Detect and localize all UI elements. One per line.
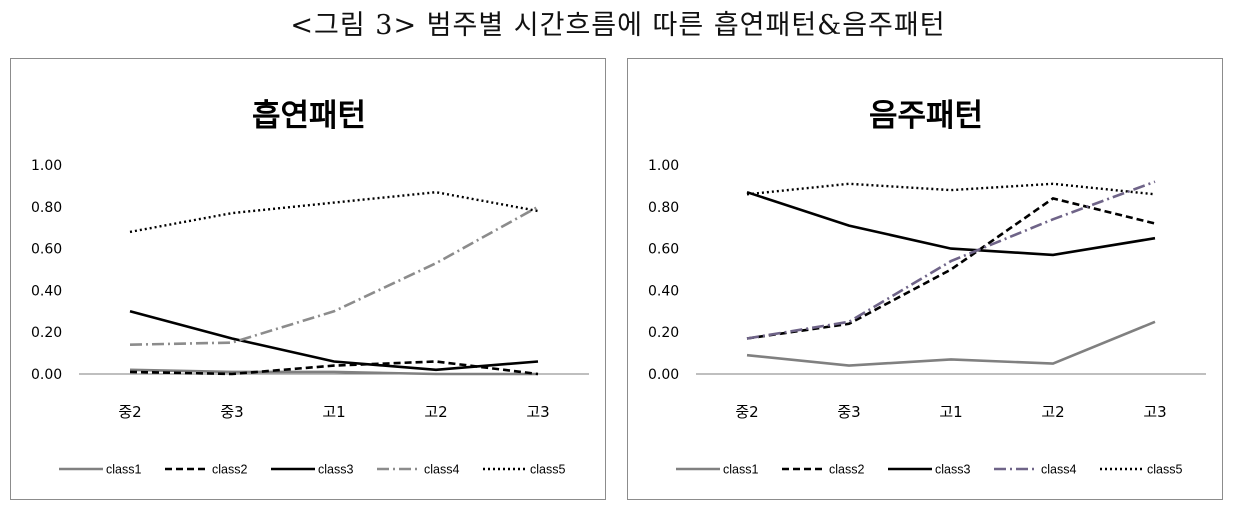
series-line-class3 bbox=[129, 310, 539, 372]
y-tick-label: 0.40 bbox=[31, 283, 62, 299]
chart-svg: 음주패턴 0.00 0.20 0.40 0.60 0.80 1.00 중2 중3 고1 고2 고3 cl… bbox=[648, 98, 1206, 477]
series-line-class4 bbox=[129, 205, 539, 346]
x-tick-label: 고2 bbox=[1041, 403, 1064, 421]
legend-label-class3: class3 bbox=[318, 463, 353, 477]
y-tick-label: 0.60 bbox=[648, 242, 679, 258]
x-tick-label: 고1 bbox=[322, 403, 345, 421]
y-tick-label: 1.00 bbox=[31, 158, 62, 174]
y-tick-label: 0.00 bbox=[648, 367, 679, 383]
chart-svg: 흡연패턴 0.00 0.20 0.40 0.60 0.80 1.00 중2 중3 고1 고2 고3 cl… bbox=[31, 98, 589, 477]
drinking-pattern-chart: 음주패턴 0.00 0.20 0.40 0.60 0.80 1.00 중2 중3 고1 고2 고3 cl… bbox=[627, 58, 1223, 500]
x-tick-label: 중3 bbox=[837, 403, 860, 421]
series-line-class2 bbox=[746, 196, 1156, 340]
legend-label-class1: class1 bbox=[723, 463, 758, 477]
legend-label-class3: class3 bbox=[935, 463, 970, 477]
legend-label-class4: class4 bbox=[424, 463, 459, 477]
legend-label-class5: class5 bbox=[1147, 463, 1182, 477]
series-line-class5 bbox=[129, 190, 539, 234]
x-tick-label: 고3 bbox=[1143, 403, 1166, 421]
x-tick-label: 중2 bbox=[118, 403, 141, 421]
x-tick-label: 중3 bbox=[220, 403, 243, 421]
legend-label-class5: class5 bbox=[530, 463, 565, 477]
series-line-class2 bbox=[129, 360, 539, 376]
y-tick-label: 0.40 bbox=[648, 283, 679, 299]
chart-title: 흡연패턴 bbox=[252, 98, 366, 134]
series-line-class5 bbox=[746, 182, 1156, 196]
y-tick-label: 1.00 bbox=[648, 158, 679, 174]
figure-title: <그림 3> 범주별 시간흐름에 따른 흡연패턴&음주패턴 bbox=[290, 10, 946, 41]
series-line-class1 bbox=[129, 368, 538, 376]
legend-label-class4: class4 bbox=[1041, 463, 1076, 477]
y-tick-label: 0.00 bbox=[31, 367, 62, 383]
x-tick-label: 고2 bbox=[424, 403, 447, 421]
chart-title: 음주패턴 bbox=[869, 98, 983, 134]
legend-label-class2: class2 bbox=[829, 463, 864, 477]
x-tick-label: 중2 bbox=[735, 403, 758, 421]
legend-label-class2: class2 bbox=[212, 463, 247, 477]
x-tick-label: 고1 bbox=[939, 403, 962, 421]
series-line-class3 bbox=[746, 190, 1156, 257]
y-tick-label: 0.60 bbox=[31, 242, 62, 258]
series-line-class1 bbox=[746, 320, 1156, 367]
legend-label-class1: class1 bbox=[106, 463, 141, 477]
smoking-pattern-chart: 흡연패턴 0.00 0.20 0.40 0.60 0.80 1.00 중2 중3 고1 고2 고3 cl… bbox=[10, 58, 606, 500]
series-line-class4 bbox=[746, 180, 1156, 340]
y-tick-label: 0.80 bbox=[31, 200, 62, 216]
y-tick-label: 0.20 bbox=[648, 325, 679, 341]
y-tick-label: 0.80 bbox=[648, 200, 679, 216]
x-tick-label: 고3 bbox=[526, 403, 549, 421]
y-tick-label: 0.20 bbox=[31, 325, 62, 341]
